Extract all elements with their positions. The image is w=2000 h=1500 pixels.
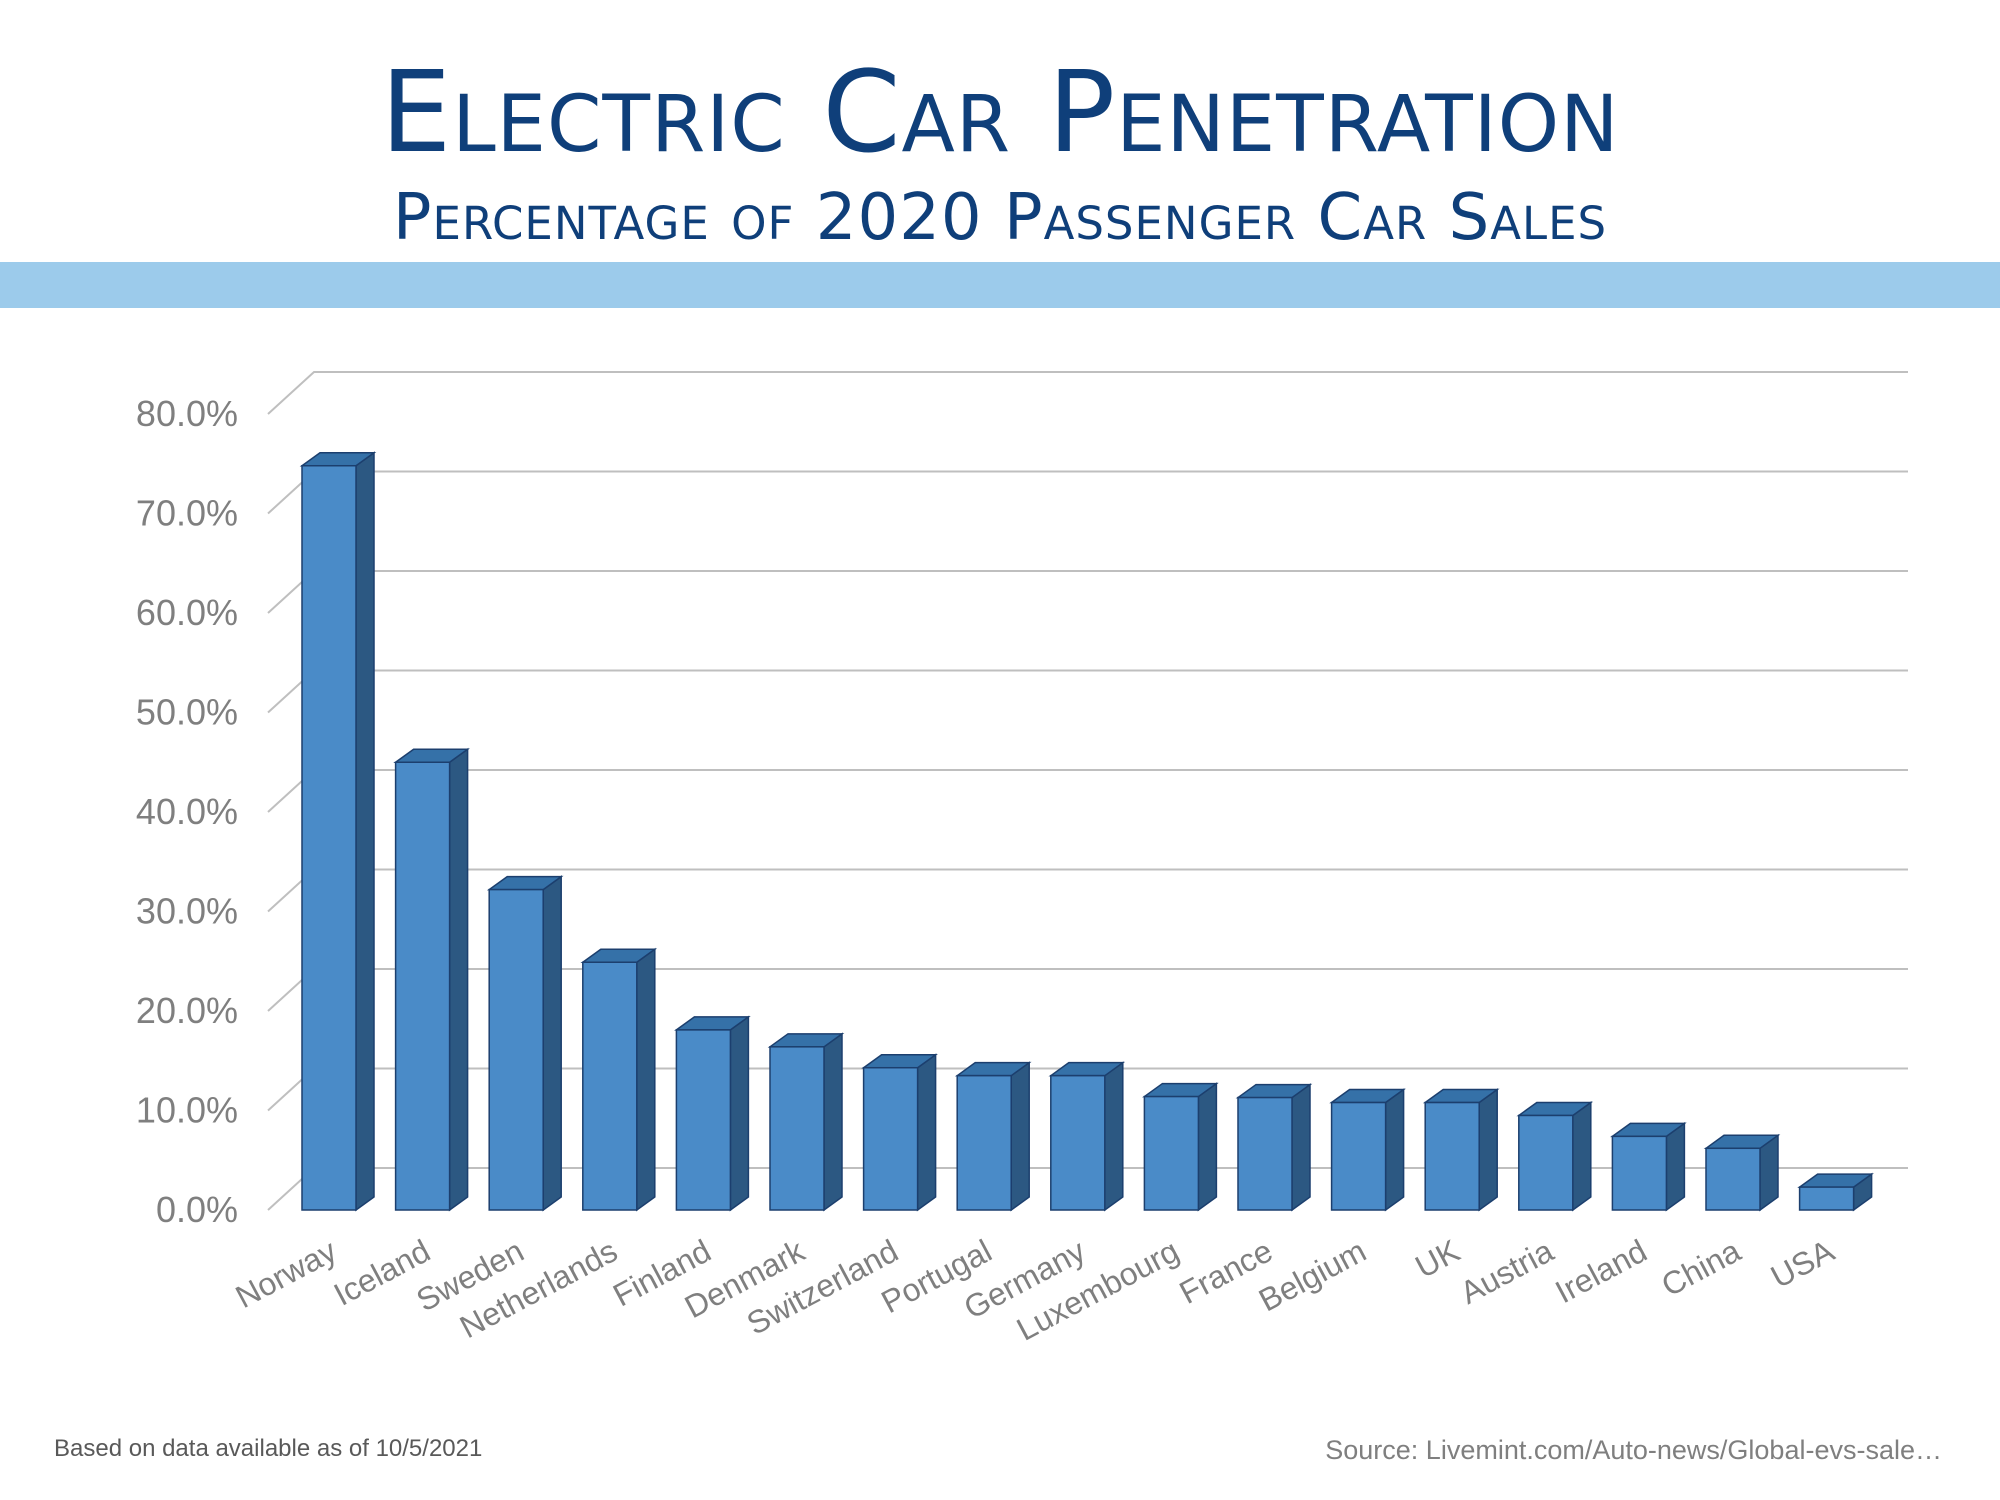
y-tick-label: 60.0% [136,592,238,633]
bar-side [542,875,562,1212]
bar-side [1384,1088,1405,1212]
bar [1143,1095,1200,1211]
bar-side [448,747,469,1212]
x-tick-label: Austria [1454,1232,1559,1311]
y-tick-label: 0.0% [156,1189,238,1230]
x-tick-label: Norway [230,1232,343,1315]
bar [1611,1135,1668,1211]
bar [301,464,357,1211]
title-block: Electric Car Penetration Percentage of 2… [0,0,2000,262]
bar [1705,1147,1761,1211]
bar-side [1665,1121,1686,1212]
bar-side [916,1053,937,1212]
bar-side [1104,1061,1124,1212]
bar [1330,1101,1387,1211]
bar [582,961,638,1211]
y-tick-label: 20.0% [136,990,238,1031]
gridline [267,669,1908,714]
bar-side [1478,1088,1498,1212]
gridline [267,470,1908,515]
bar-side [1197,1082,1218,1212]
y-tick-label: 30.0% [136,891,238,932]
bar [1518,1114,1574,1211]
bar [769,1046,825,1211]
x-tick-label: China [1656,1232,1747,1303]
data-date-note: Based on data available as of 10/5/2021 [54,1435,483,1462]
x-tick-label: Belgium [1253,1232,1372,1318]
gridline [267,769,1908,813]
y-tick-label: 80.0% [136,393,238,434]
y-tick-label: 70.0% [136,493,238,534]
header-band [0,262,2000,308]
page-title: Electric Car Penetration [380,48,1620,178]
bar-side [355,451,375,1212]
bar [1237,1096,1293,1211]
y-tick-label: 40.0% [136,791,238,832]
bar-chart: 0.0% 10.0% 20.0% 30.0% 40.0% 50.0% 60.0% 70.0% 8… [136,371,1908,1348]
y-tick-label: 50.0% [136,692,238,733]
bar-side [729,1015,750,1212]
bar [956,1074,1012,1211]
bar [862,1066,919,1211]
gridline [267,371,1908,415]
y-tick-label: 10.0% [136,1090,238,1131]
bar-side [823,1032,843,1212]
bar [1798,1186,1855,1211]
source-note: Source: Livemint.com/Auto-news/Global-ev… [1325,1435,1942,1465]
bar-side [1572,1101,1592,1212]
page-subtitle: Percentage of 2020 Passenger Car Sales [392,181,1608,255]
bar-side [636,947,656,1212]
bar-side [1291,1083,1311,1212]
gridline [267,570,1908,614]
bar [394,761,451,1211]
x-tick-label: USA [1765,1232,1841,1295]
bar-side [1010,1061,1030,1212]
bar [675,1029,732,1211]
x-tick-label: Ireland [1549,1232,1652,1310]
bar [1424,1101,1480,1211]
bar [1050,1074,1106,1211]
bar [488,888,544,1211]
